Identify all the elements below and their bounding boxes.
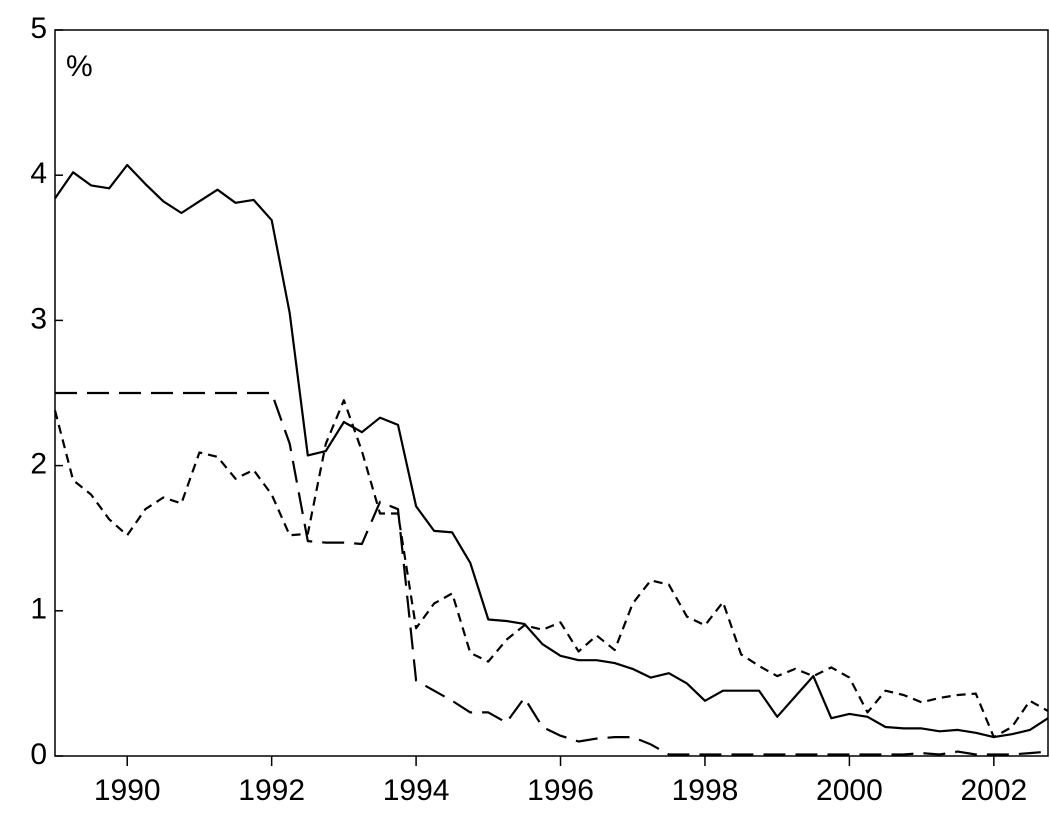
y-tick-label: 0: [30, 738, 47, 771]
x-tick-label: 2000: [816, 774, 883, 807]
y-label: %: [66, 50, 93, 83]
x-tick-label: 1990: [94, 774, 161, 807]
y-tick-label: 4: [30, 157, 47, 190]
x-tick-label: 1994: [383, 774, 450, 807]
series-line: [53, 399, 1049, 739]
x-tick-label: 1992: [238, 774, 305, 807]
series-line: [54, 163, 1049, 739]
x-tick-label: 1996: [527, 774, 594, 807]
x-tick-label: 1998: [672, 774, 739, 807]
series-line: [55, 391, 1049, 756]
y-tick-label: 1: [30, 593, 47, 626]
y-tick-label: 3: [30, 302, 47, 335]
y-tick-label: 2: [30, 448, 47, 481]
x-tick-label: 2002: [960, 774, 1027, 807]
y-tick-label: 5: [30, 12, 47, 45]
